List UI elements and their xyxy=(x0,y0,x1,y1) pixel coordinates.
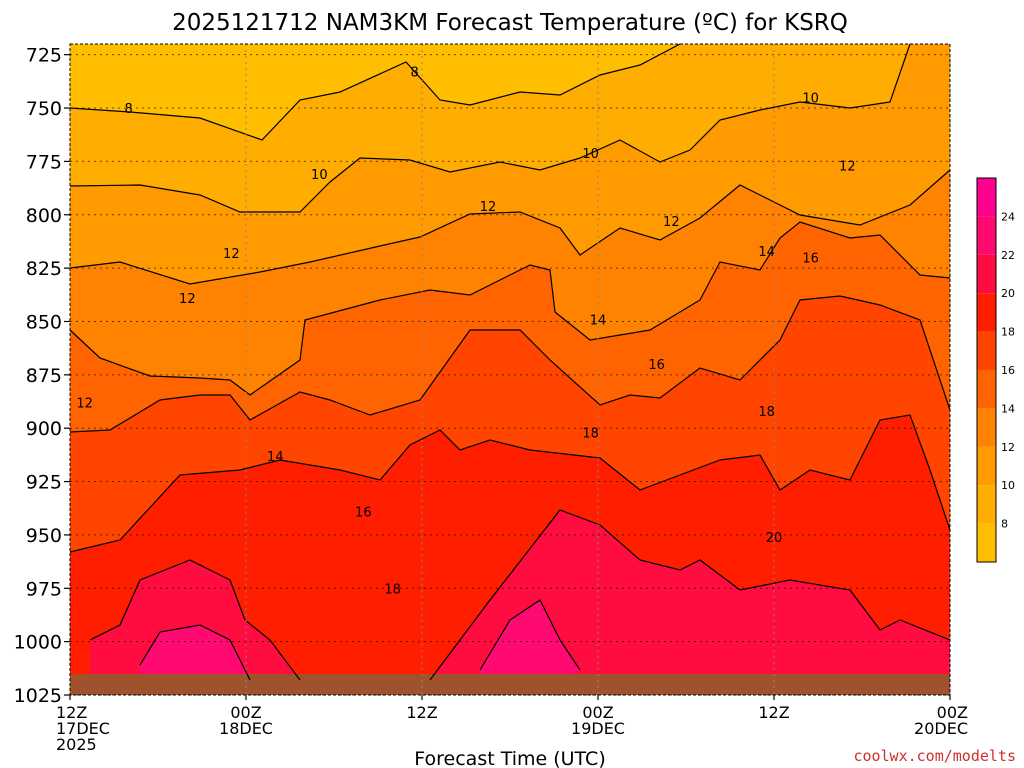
y-tick-label: 900 xyxy=(26,418,62,440)
colorbar-label: 20 xyxy=(1001,287,1015,300)
contour-12 xyxy=(69,169,951,285)
colorbar-swatch xyxy=(977,216,996,255)
contour-label: 14 xyxy=(758,245,775,260)
colorbar-label: 14 xyxy=(1001,402,1015,415)
colorbar-swatch xyxy=(977,523,996,562)
contour-label: 12 xyxy=(480,200,497,215)
y-tick-label: 825 xyxy=(26,258,62,280)
contour-18 xyxy=(69,414,951,553)
temp-band-22 xyxy=(90,510,950,695)
contour-8 xyxy=(69,43,681,141)
colorbar-swatch xyxy=(977,331,996,370)
y-tick-label: 950 xyxy=(26,525,62,547)
y-axis: 725 750 775 800 825 850 875 900 925 950 975 1000 102… xyxy=(14,45,70,707)
x-tick-label: 00Z xyxy=(582,703,613,722)
y-tick-label: 875 xyxy=(26,365,62,387)
contour-label: 10 xyxy=(311,168,328,183)
contour-lines xyxy=(69,43,951,681)
x-tick-label: 12Z xyxy=(56,703,87,722)
colorbar-frame xyxy=(976,177,997,563)
contour-label: 16 xyxy=(802,251,819,266)
colorbar-swatch xyxy=(977,408,996,447)
y-tick-label: 975 xyxy=(26,578,62,600)
contour-label: 16 xyxy=(355,505,372,520)
colorbar-label: 8 xyxy=(1001,518,1008,531)
contour-label: 12 xyxy=(839,160,856,175)
colorbar-swatch xyxy=(977,293,996,332)
colorbar-legend: 8 10 12 14 16 18 20 22 24 xyxy=(976,177,1015,563)
x-axis-label: Forecast Time (UTC) xyxy=(414,748,605,768)
colorbar-swatch xyxy=(977,485,996,524)
y-tick-label: 925 xyxy=(26,472,62,494)
contour-label: 8 xyxy=(125,102,133,117)
contour-label: 18 xyxy=(582,426,599,441)
x-tick-label: 2025 xyxy=(56,735,97,754)
contour-label: 12 xyxy=(179,292,196,307)
watermark: coolwx.com/modelts xyxy=(853,747,1016,765)
contour-label: 12 xyxy=(663,215,680,230)
chart-title: 2025121712 NAM3KM Forecast Temperature (… xyxy=(172,10,848,36)
contour-14 xyxy=(69,221,951,396)
y-tick-label: 750 xyxy=(26,98,62,120)
colorbar-label: 24 xyxy=(1001,210,1015,223)
colorbar-label: 10 xyxy=(1001,479,1015,492)
colorbar-swatch xyxy=(977,178,996,217)
contour-label: 12 xyxy=(76,397,93,412)
contour-label: 12 xyxy=(223,247,240,262)
y-tick-label: 850 xyxy=(26,311,62,333)
colorbar-label: 12 xyxy=(1001,441,1015,454)
colorbar-swatch xyxy=(977,370,996,409)
y-tick-label: 1025 xyxy=(14,685,62,707)
y-tick-label: 1000 xyxy=(14,632,62,654)
contour-22 xyxy=(139,599,581,681)
x-tick-label: 00Z xyxy=(937,703,968,722)
contour-label: 18 xyxy=(384,582,401,597)
x-tick-label: 18DEC xyxy=(219,719,273,738)
y-tick-label: 775 xyxy=(26,151,62,173)
colorbar-label: 16 xyxy=(1001,364,1015,377)
colorbar-swatch xyxy=(977,254,996,294)
contour-20 xyxy=(89,509,951,681)
contour-label: 14 xyxy=(590,313,607,328)
contour-label: 18 xyxy=(758,405,775,420)
x-tick-label: 17DEC xyxy=(56,719,110,738)
contour-label: 10 xyxy=(802,91,819,106)
y-tick-label: 800 xyxy=(26,205,62,227)
contour-10 xyxy=(69,43,911,213)
contour-label: 8 xyxy=(411,66,419,81)
plot-area: 8 8 10 10 10 12 12 12 12 12 12 14 14 14 16 16 16 18 18 18 20 xyxy=(69,43,951,696)
x-tick-label: 12Z xyxy=(406,703,437,722)
colorbar-label: 22 xyxy=(1001,249,1015,262)
x-tick-label: 12Z xyxy=(758,703,789,722)
contour-label: 10 xyxy=(582,147,599,162)
contour-label: 20 xyxy=(766,531,783,546)
plot-frame xyxy=(69,43,951,696)
contour-label: 16 xyxy=(648,358,665,373)
colorbar-swatch xyxy=(977,446,996,486)
ground-surface xyxy=(70,674,950,695)
x-tick-label: 19DEC xyxy=(571,719,625,738)
x-tick-label: 20DEC xyxy=(914,719,968,738)
colorbar-label: 18 xyxy=(1001,326,1015,339)
temp-band-24 xyxy=(140,600,580,680)
x-tick-label: 00Z xyxy=(230,703,261,722)
y-tick-label: 725 xyxy=(26,45,62,67)
contour-16 xyxy=(69,295,951,433)
contour-label-group: 8 8 10 10 10 12 12 12 12 12 12 14 14 14 16 16 16 18 18 18 20 xyxy=(76,66,855,598)
contour-label: 14 xyxy=(267,450,284,465)
